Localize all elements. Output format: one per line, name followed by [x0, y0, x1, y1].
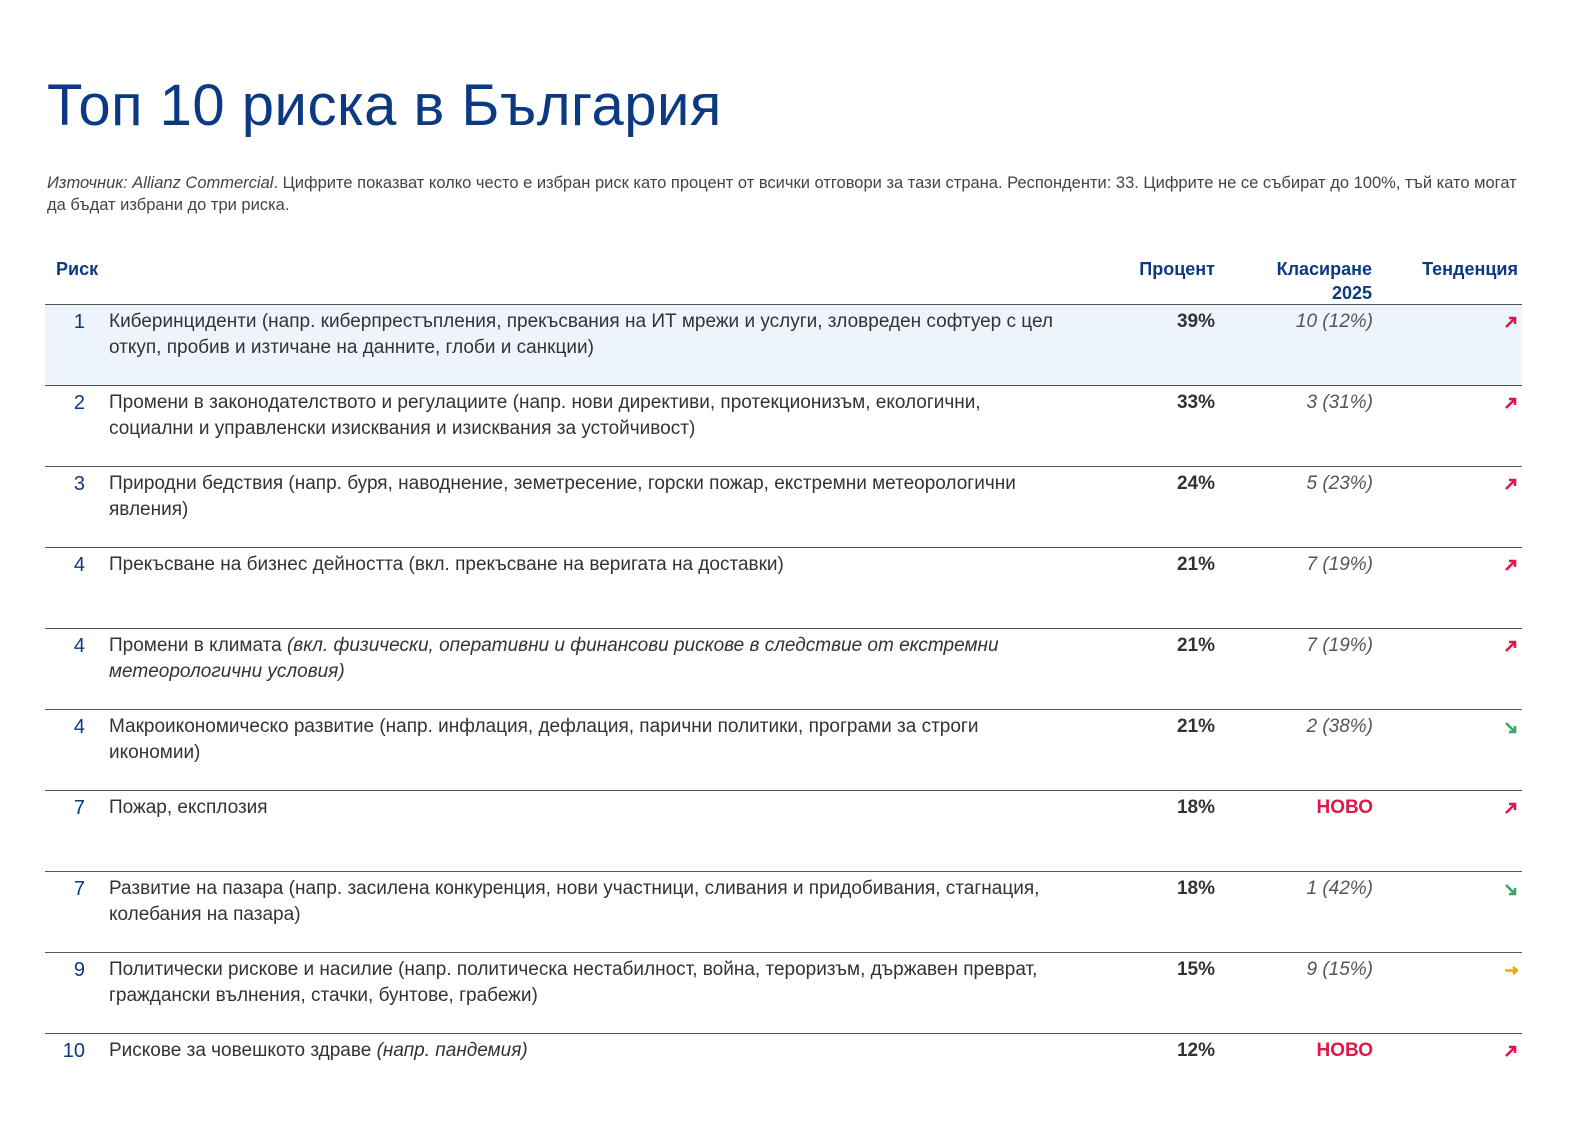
- rank: 4: [73, 635, 85, 657]
- risk-text: Развитие на пазара (напр. засилена конку…: [109, 876, 1069, 928]
- arrow-path: [1505, 397, 1517, 409]
- percent: 24%: [1176, 473, 1215, 494]
- table-row: 4 Промени в климата (вкл. физически, опер…: [45, 628, 1522, 710]
- rank: 2: [73, 392, 85, 414]
- percent: 33%: [1176, 392, 1215, 413]
- table-row: 3 Природни бедствия (напр. буря, наводнен…: [45, 466, 1522, 548]
- percent: 18%: [1176, 797, 1215, 818]
- source-note: Източник: Allianz Commercial. Цифрите по…: [47, 172, 1522, 216]
- rank: 7: [73, 878, 85, 900]
- risk-text: Пожар, експлозия: [109, 795, 1069, 821]
- risk-name: Рискове за човешкото здраве: [109, 1040, 372, 1061]
- col-header: Риск: [56, 259, 99, 279]
- trend-arrow: [1505, 1045, 1517, 1057]
- risk-name: Киберинциденти (напр. киберпрестъпления,…: [109, 311, 1053, 358]
- risk-text: Промени в законодателството и регулациит…: [109, 390, 1069, 442]
- risk-name: Природни бедствия (напр. буря, наводнени…: [109, 473, 1016, 520]
- risk-text: Прекъсване на бизнес дейността (вкл. пре…: [109, 552, 1069, 578]
- risk-note: (напр. пандемия): [376, 1040, 528, 1061]
- risk-text: Киберинциденти (напр. киберпрестъпления,…: [109, 309, 1069, 361]
- risk-name: Политически рискове и насилие (напр. пол…: [109, 959, 1038, 1006]
- rank: 4: [73, 716, 85, 738]
- rank: 1: [73, 311, 85, 333]
- rank: 9: [73, 959, 85, 981]
- arrow-path: [1505, 316, 1517, 328]
- arrow-path: [1505, 1045, 1517, 1057]
- trend-arrow: [1505, 802, 1517, 814]
- arrow-path: [1505, 966, 1518, 975]
- new-label: НОВО: [1316, 797, 1373, 818]
- risk-text: Промени в климата (вкл. физически, опера…: [109, 633, 1069, 685]
- risk-text: Макроикономическо развитие (напр. инфлац…: [109, 714, 1069, 766]
- arrow-path: [1505, 559, 1517, 571]
- previous-rank: 10 (12%): [1295, 311, 1373, 332]
- table-row: 7 Пожар, експлозия 18% НОВО: [45, 790, 1522, 872]
- table-row: 2 Промени в законодателството и регулации…: [45, 385, 1522, 467]
- arrow-path: [1505, 722, 1517, 734]
- trend-arrow: [1505, 966, 1518, 975]
- arrow-path: [1505, 478, 1517, 490]
- risk-name: Развитие на пазара (напр. засилена конку…: [109, 878, 1040, 925]
- percent: 39%: [1176, 311, 1215, 332]
- table-row: 4 Прекъсване на бизнес дейността (вкл. пр…: [45, 547, 1522, 629]
- col-header: Класиране 2025: [1276, 259, 1372, 303]
- trend-arrow: [1505, 478, 1517, 490]
- arrow-path: [1505, 640, 1517, 652]
- percent: 15%: [1176, 959, 1215, 980]
- table-row: 1 Киберинциденти (напр. киберпрестъпления…: [45, 304, 1522, 386]
- table-row: 10 Рискове за човешкото здраве (напр. пан…: [45, 1033, 1522, 1115]
- previous-rank: 9 (15%): [1306, 959, 1373, 980]
- table-row: 7 Развитие на пазара (напр. засилена конк…: [45, 871, 1522, 953]
- rank: 7: [73, 797, 85, 819]
- rank: 4: [73, 554, 85, 576]
- previous-rank: 3 (31%): [1306, 392, 1373, 413]
- table-row: 9 Политически рискове и насилие (напр. по…: [45, 952, 1522, 1034]
- arrow-path: [1505, 884, 1517, 896]
- source-text: . Цифрите показват колко често е избран …: [47, 174, 1517, 214]
- risk-name: Пожар, експлозия: [109, 797, 268, 818]
- previous-rank: 7 (19%): [1306, 635, 1373, 656]
- previous-rank: 2 (38%): [1306, 716, 1373, 737]
- title: Топ 10 риска в България: [47, 73, 722, 138]
- trend-arrow: [1505, 722, 1517, 734]
- trend-arrow: [1505, 316, 1517, 328]
- risk-name: Промени в климата: [109, 635, 282, 656]
- previous-rank: 5 (23%): [1306, 473, 1373, 494]
- risk-text: Рискове за човешкото здраве (напр. панде…: [109, 1038, 1069, 1064]
- trend-arrow: [1505, 397, 1517, 409]
- source-label: Източник: Allianz Commercial: [47, 174, 274, 192]
- rank: 3: [73, 473, 85, 495]
- percent: 21%: [1176, 554, 1215, 575]
- risk-name: Макроикономическо развитие (напр. инфлац…: [109, 716, 979, 763]
- percent: 21%: [1176, 635, 1215, 656]
- risk-name: Промени в законодателството и регулациит…: [109, 392, 981, 439]
- risk-note: (вкл. физически, оперативни и финансови …: [109, 635, 999, 682]
- percent: 12%: [1176, 1040, 1215, 1061]
- risk-text: Природни бедствия (напр. буря, наводнени…: [109, 471, 1069, 523]
- trend-arrow: [1505, 640, 1517, 652]
- new-label: НОВО: [1316, 1040, 1373, 1061]
- risk-text: Политически рискове и насилие (напр. пол…: [109, 957, 1069, 1009]
- previous-rank: 1 (42%): [1306, 878, 1373, 899]
- trend-arrow: [1505, 559, 1517, 571]
- percent: 18%: [1176, 878, 1215, 899]
- trend-arrow: [1505, 884, 1517, 896]
- arrow-path: [1505, 802, 1517, 814]
- rank: 10: [62, 1040, 85, 1062]
- table-row: 4 Макроикономическо развитие (напр. инфла…: [45, 709, 1522, 791]
- risk-name: Прекъсване на бизнес дейността (вкл. пре…: [109, 554, 784, 575]
- col-header: Процент: [1139, 259, 1215, 279]
- col-header: Тенденция: [1422, 259, 1518, 279]
- percent: 21%: [1176, 716, 1215, 737]
- previous-rank: 7 (19%): [1306, 554, 1373, 575]
